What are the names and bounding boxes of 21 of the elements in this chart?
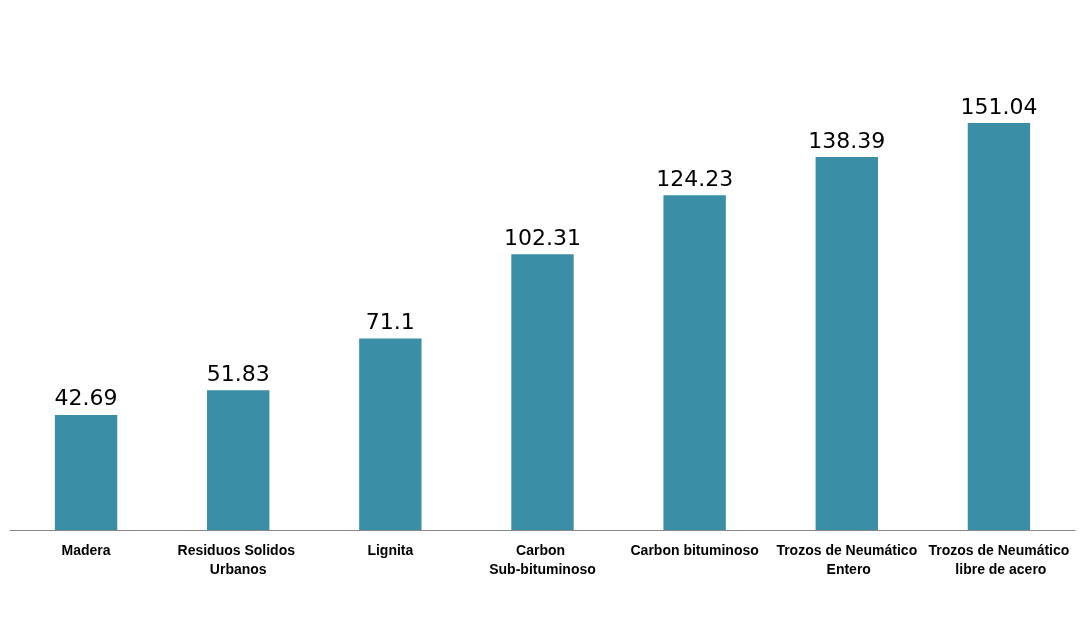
- bar: [967, 123, 1031, 530]
- bar: [207, 390, 270, 530]
- x-tick-label: Trozos de Neumático Entero: [776, 541, 918, 577]
- data-label: 42.69: [54, 385, 118, 411]
- data-label: 124.23: [656, 165, 734, 191]
- x-tick-label: Residuos Solidos Urbanos: [177, 541, 299, 577]
- x-tick-label: Trozos de Neumático libre de acero: [928, 541, 1070, 577]
- data-label: 51.83: [206, 360, 270, 386]
- data-label: 102.31: [504, 224, 581, 250]
- data-label: 71.1: [365, 308, 415, 334]
- bar: [511, 254, 574, 530]
- bar: [663, 195, 726, 530]
- x-tick-label: Madera: [61, 541, 111, 558]
- x-tick-label: Carbon Sub-bituminoso: [489, 541, 596, 577]
- data-label: 138.39: [808, 127, 886, 153]
- bar: [54, 414, 118, 530]
- x-tick-label: Lignita: [367, 541, 414, 558]
- bar: [359, 338, 422, 530]
- data-label: 151.04: [960, 93, 1038, 119]
- bar: [815, 157, 878, 530]
- x-tick-label: Carbon bituminoso: [630, 541, 759, 558]
